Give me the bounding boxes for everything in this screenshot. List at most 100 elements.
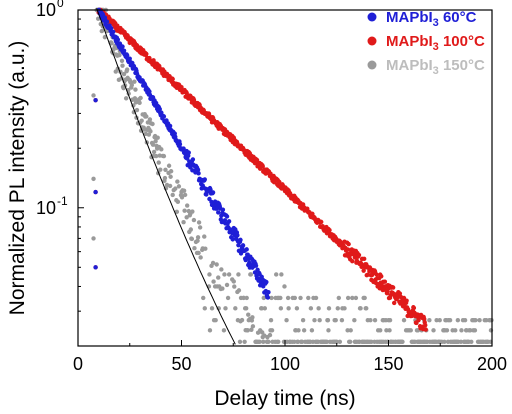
- data-point: [168, 169, 174, 174]
- data-point: [369, 339, 374, 345]
- legend-item: MAPbI3 150°C: [367, 57, 485, 77]
- data-point: [345, 295, 351, 301]
- data-point: [249, 327, 254, 332]
- data-point: [102, 15, 108, 20]
- data-point: [348, 339, 353, 345]
- data-point: [102, 34, 108, 40]
- data-point: [181, 146, 186, 151]
- data-point: [93, 189, 98, 195]
- data-point: [473, 318, 478, 323]
- data-point: [408, 328, 413, 333]
- data-point: [333, 318, 338, 323]
- data-point: [459, 328, 464, 333]
- data-point: [350, 295, 355, 301]
- data-point: [186, 150, 191, 155]
- data-point: [462, 318, 468, 323]
- data-point: [378, 328, 383, 333]
- data-point: [260, 163, 265, 169]
- x-tick-label: 0: [73, 354, 83, 374]
- data-point: [267, 332, 273, 338]
- data-point: [455, 318, 461, 323]
- data-point: [220, 286, 225, 291]
- data-point: [195, 238, 200, 243]
- data-point: [109, 41, 114, 46]
- data-point: [202, 306, 207, 311]
- data-point: [115, 23, 120, 28]
- data-point: [224, 214, 230, 219]
- data-point: [134, 107, 140, 113]
- data-point: [472, 328, 478, 333]
- data-point: [148, 129, 153, 134]
- data-point: [233, 306, 238, 311]
- x-tick-label: 50: [171, 354, 191, 374]
- data-point: [374, 272, 379, 277]
- fit-line: [96, 8, 236, 345]
- data-point: [210, 260, 216, 266]
- data-point: [266, 339, 271, 345]
- x-axis-ticks: 0 50 100 150 200: [73, 340, 507, 374]
- data-point: [306, 295, 311, 301]
- data-point: [278, 295, 283, 301]
- legend-label: MAPbI3 60°C: [386, 9, 477, 29]
- data-point: [188, 227, 194, 232]
- data-point: [400, 339, 405, 345]
- data-point: [324, 339, 330, 345]
- data-point: [220, 207, 226, 212]
- data-point: [308, 306, 314, 311]
- data-point: [196, 250, 201, 256]
- data-point: [335, 306, 340, 311]
- data-point: [346, 241, 351, 247]
- legend-marker: [367, 12, 377, 22]
- data-point: [147, 89, 152, 94]
- data-point: [133, 87, 138, 92]
- data-point: [319, 219, 324, 225]
- data-point: [264, 279, 269, 285]
- data-point: [132, 79, 137, 84]
- data-point: [137, 100, 142, 106]
- data-point: [244, 247, 249, 252]
- data-point: [210, 190, 216, 195]
- data-point: [182, 192, 188, 198]
- data-point: [162, 175, 168, 181]
- data-point: [156, 160, 161, 165]
- data-point: [93, 97, 98, 103]
- data-point: [316, 306, 321, 311]
- data-point: [240, 243, 246, 248]
- data-point: [447, 318, 453, 323]
- data-point: [301, 328, 307, 333]
- data-point: [93, 265, 98, 270]
- data-point: [173, 134, 178, 139]
- data-point: [326, 328, 331, 333]
- data-point: [477, 318, 482, 323]
- data-point: [191, 217, 197, 223]
- data-point: [269, 295, 274, 301]
- data-point: [177, 142, 183, 147]
- data-point: [356, 252, 362, 258]
- data-point: [309, 328, 315, 333]
- data-point: [197, 225, 203, 230]
- data-point: [211, 279, 216, 284]
- data-point: [163, 167, 168, 172]
- x-tick-label: 100: [270, 354, 300, 374]
- data-point: [274, 272, 279, 277]
- data-point: [138, 95, 143, 101]
- data-point: [123, 96, 129, 101]
- data-point: [91, 176, 96, 182]
- data-point: [167, 183, 173, 189]
- data-point: [236, 242, 241, 248]
- data-point: [167, 123, 173, 129]
- data-point: [336, 295, 342, 301]
- data-point: [153, 153, 159, 159]
- data-point: [254, 157, 260, 163]
- data-point: [259, 306, 264, 311]
- data-point: [391, 300, 397, 306]
- data-point: [158, 167, 163, 172]
- data-point: [192, 246, 197, 251]
- data-point: [170, 76, 175, 82]
- data-point: [294, 306, 300, 311]
- data-point: [261, 339, 266, 345]
- y-tick-exponent: 0: [57, 0, 64, 10]
- data-point: [91, 93, 96, 98]
- data-point: [286, 306, 291, 311]
